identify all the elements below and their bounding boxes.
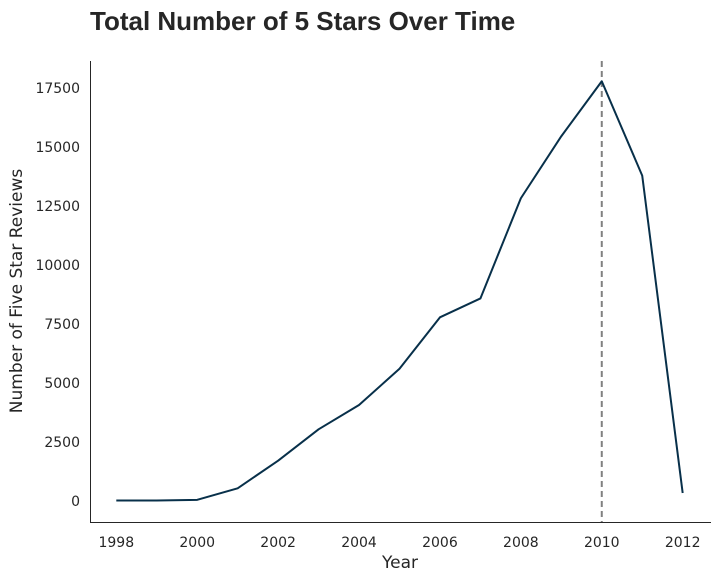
- y-tick-label: 5000: [44, 376, 80, 392]
- y-tick-label: 12500: [35, 199, 80, 215]
- x-tick-label: 2000: [179, 535, 215, 551]
- y-tick-label: 2500: [44, 435, 80, 451]
- x-tick-label: 2004: [341, 535, 377, 551]
- y-axis-label: Number of Five Star Reviews: [7, 169, 27, 414]
- x-tick-label: 2002: [260, 535, 296, 551]
- y-tick-labels: 0 2500 5000 7500 10000 12500 15000 17500: [35, 81, 80, 510]
- y-tick-label: 0: [71, 494, 80, 510]
- series-line-five-star-reviews: [116, 80, 684, 502]
- y-tick-label: 15000: [35, 140, 80, 156]
- x-tick-label: 2008: [503, 535, 539, 551]
- x-axis-label: Year: [381, 553, 418, 573]
- y-tick-label: 7500: [44, 317, 80, 333]
- x-tick-label: 2006: [422, 535, 458, 551]
- chart-title: Total Number of 5 Stars Over Time: [90, 6, 515, 36]
- x-tick-label: 1998: [98, 535, 134, 551]
- x-tick-label: 2012: [665, 535, 701, 551]
- y-tick-label: 17500: [35, 81, 80, 97]
- x-tick-label: 2010: [584, 535, 620, 551]
- y-tick-label: 10000: [35, 258, 80, 274]
- x-tick-labels: 1998 2000 2002 2004 2006 2008 2010 2012: [98, 535, 700, 551]
